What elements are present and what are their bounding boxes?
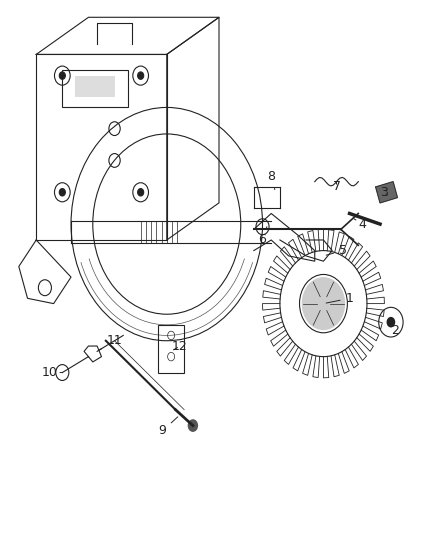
Bar	[75, 76, 115, 97]
Text: 1: 1	[326, 292, 353, 305]
Text: 12: 12	[172, 340, 188, 352]
Bar	[158, 325, 184, 373]
Text: 10: 10	[41, 366, 62, 379]
Circle shape	[59, 189, 65, 196]
Text: 7: 7	[332, 181, 340, 193]
Text: 5: 5	[326, 244, 347, 257]
Circle shape	[302, 277, 345, 330]
Circle shape	[387, 317, 395, 327]
Text: 4: 4	[354, 217, 367, 231]
Circle shape	[138, 189, 144, 196]
Text: 9: 9	[159, 417, 178, 438]
Circle shape	[187, 419, 198, 432]
Bar	[62, 70, 127, 108]
Text: 11: 11	[99, 334, 123, 350]
Polygon shape	[376, 182, 397, 203]
Text: 3: 3	[381, 186, 389, 199]
Circle shape	[59, 72, 65, 79]
Text: 8: 8	[267, 170, 275, 190]
Circle shape	[138, 72, 144, 79]
Text: 2: 2	[391, 319, 399, 337]
Text: 6: 6	[258, 227, 267, 246]
